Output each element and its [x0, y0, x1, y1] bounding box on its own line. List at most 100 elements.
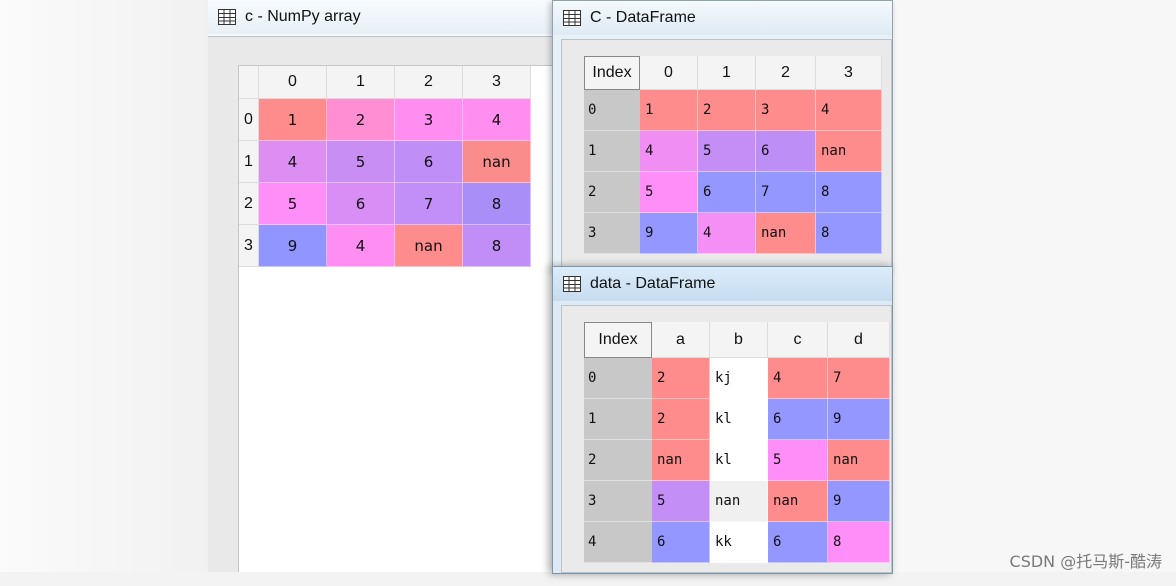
- row-header[interactable]: 3: [239, 225, 259, 267]
- table-cell[interactable]: 4: [768, 358, 828, 399]
- index-header[interactable]: Index: [584, 322, 652, 358]
- numpy-array-window[interactable]: c - NumPy array 0 1 2 3 0 1 2 3 4 1 4 5 6 nan 2 5 6 7 8 3 9 4…: [208, 0, 561, 572]
- table-icon: [218, 9, 236, 25]
- row-header[interactable]: 1: [239, 141, 259, 183]
- table-cell[interactable]: 9: [828, 399, 890, 440]
- table-cell[interactable]: 8: [463, 225, 531, 267]
- table-cell[interactable]: 7: [828, 358, 890, 399]
- table-cell[interactable]: 6: [768, 399, 828, 440]
- corner-header: [239, 66, 259, 99]
- index-cell[interactable]: 1: [584, 399, 652, 440]
- column-header[interactable]: c: [768, 322, 828, 358]
- table-cell[interactable]: 4: [698, 213, 756, 254]
- c-window-titlebar[interactable]: C - DataFrame: [553, 1, 892, 35]
- column-header[interactable]: 3: [463, 66, 531, 99]
- table-cell[interactable]: kj: [710, 358, 768, 399]
- table-cell[interactable]: 2: [652, 358, 710, 399]
- table-cell[interactable]: 9: [640, 213, 698, 254]
- table-cell[interactable]: 2: [327, 99, 395, 141]
- table-cell[interactable]: 5: [652, 481, 710, 522]
- column-header[interactable]: 1: [698, 56, 756, 90]
- table-cell[interactable]: 2: [698, 90, 756, 131]
- table-cell[interactable]: 1: [640, 90, 698, 131]
- table-cell[interactable]: 4: [463, 99, 531, 141]
- column-header[interactable]: 0: [640, 56, 698, 90]
- table-cell[interactable]: 8: [828, 522, 890, 563]
- table-cell[interactable]: 7: [395, 183, 463, 225]
- column-header[interactable]: d: [828, 322, 890, 358]
- index-cell[interactable]: 3: [584, 481, 652, 522]
- table-cell[interactable]: 9: [259, 225, 327, 267]
- watermark: CSDN @托马斯-酷涛: [1009, 552, 1162, 571]
- table-cell[interactable]: 6: [395, 141, 463, 183]
- index-cell[interactable]: 1: [584, 131, 640, 172]
- column-header[interactable]: 1: [327, 66, 395, 99]
- index-cell[interactable]: 3: [584, 213, 640, 254]
- table-cell[interactable]: 3: [756, 90, 816, 131]
- table-cell[interactable]: 5: [698, 131, 756, 172]
- table-cell[interactable]: kl: [710, 440, 768, 481]
- data-client-area: Index a b c d 0 2 kj 4 7 1 2 kl 6 9 2 nan kl 5 nan 3 5 nan nan 9…: [561, 305, 892, 573]
- table-cell[interactable]: nan: [652, 440, 710, 481]
- data-dataframe-window[interactable]: data - DataFrame Index a b c d 0 2 kj 4 7 1 2 kl 6 9 2 n…: [552, 266, 893, 574]
- table-cell[interactable]: 6: [327, 183, 395, 225]
- index-header[interactable]: Index: [584, 56, 640, 90]
- table-cell[interactable]: 5: [640, 172, 698, 213]
- numpy-grid-panel: 0 1 2 3 0 1 2 3 4 1 4 5 6 nan 2 5 6 7 8 3 9 4 nan 8: [238, 65, 560, 572]
- numpy-window-titlebar[interactable]: c - NumPy array: [208, 0, 560, 34]
- table-cell[interactable]: 5: [768, 440, 828, 481]
- table-cell[interactable]: 8: [816, 213, 882, 254]
- table-cell[interactable]: nan: [768, 481, 828, 522]
- window-title: data - DataFrame: [590, 275, 716, 292]
- index-cell[interactable]: 4: [584, 522, 652, 563]
- table-cell[interactable]: 4: [327, 225, 395, 267]
- background-right: [890, 0, 1176, 586]
- column-header[interactable]: a: [652, 322, 710, 358]
- c-dataframe-window[interactable]: C - DataFrame Index 0 1 2 3 0 1 2 3 4 1 4 5 6 nan 2 5 6 7 8…: [552, 0, 893, 270]
- column-header[interactable]: 3: [816, 56, 882, 90]
- row-header[interactable]: 0: [239, 99, 259, 141]
- table-cell[interactable]: 4: [259, 141, 327, 183]
- table-cell[interactable]: 8: [816, 172, 882, 213]
- table-cell[interactable]: 6: [756, 131, 816, 172]
- table-cell[interactable]: 2: [652, 399, 710, 440]
- column-header[interactable]: 2: [395, 66, 463, 99]
- table-cell[interactable]: 1: [259, 99, 327, 141]
- background-left: [0, 0, 208, 586]
- index-cell[interactable]: 0: [584, 358, 652, 399]
- table-cell[interactable]: 7: [756, 172, 816, 213]
- index-cell[interactable]: 0: [584, 90, 640, 131]
- table-cell[interactable]: 4: [816, 90, 882, 131]
- table-cell[interactable]: nan: [463, 141, 531, 183]
- table-cell[interactable]: 8: [463, 183, 531, 225]
- table-cell[interactable]: 9: [828, 481, 890, 522]
- index-cell[interactable]: 2: [584, 440, 652, 481]
- table-cell[interactable]: nan: [816, 131, 882, 172]
- window-title: C - DataFrame: [590, 9, 696, 26]
- table-cell[interactable]: nan: [395, 225, 463, 267]
- data-window-titlebar[interactable]: data - DataFrame: [553, 267, 892, 301]
- table-icon: [563, 276, 581, 292]
- table-cell[interactable]: kl: [710, 399, 768, 440]
- column-header[interactable]: b: [710, 322, 768, 358]
- column-header[interactable]: 2: [756, 56, 816, 90]
- table-cell[interactable]: 4: [640, 131, 698, 172]
- window-title: c - NumPy array: [245, 8, 361, 25]
- table-cell[interactable]: 6: [652, 522, 710, 563]
- table-cell[interactable]: nan: [710, 481, 768, 522]
- table-cell[interactable]: kk: [710, 522, 768, 563]
- table-icon: [563, 10, 581, 26]
- table-cell[interactable]: nan: [756, 213, 816, 254]
- row-header[interactable]: 2: [239, 183, 259, 225]
- numpy-client-area: 0 1 2 3 0 1 2 3 4 1 4 5 6 nan 2 5 6 7 8 3 9 4 nan 8: [208, 36, 560, 572]
- table-cell[interactable]: 6: [698, 172, 756, 213]
- table-cell[interactable]: 5: [259, 183, 327, 225]
- table-cell[interactable]: 6: [768, 522, 828, 563]
- index-cell[interactable]: 2: [584, 172, 640, 213]
- column-header[interactable]: 0: [259, 66, 327, 99]
- table-cell[interactable]: nan: [828, 440, 890, 481]
- table-cell[interactable]: 3: [395, 99, 463, 141]
- c-client-area: Index 0 1 2 3 0 1 2 3 4 1 4 5 6 nan 2 5 6 7 8 3 9 4 nan 8: [561, 39, 892, 269]
- table-cell[interactable]: 5: [327, 141, 395, 183]
- background-bottom: [0, 572, 1176, 586]
